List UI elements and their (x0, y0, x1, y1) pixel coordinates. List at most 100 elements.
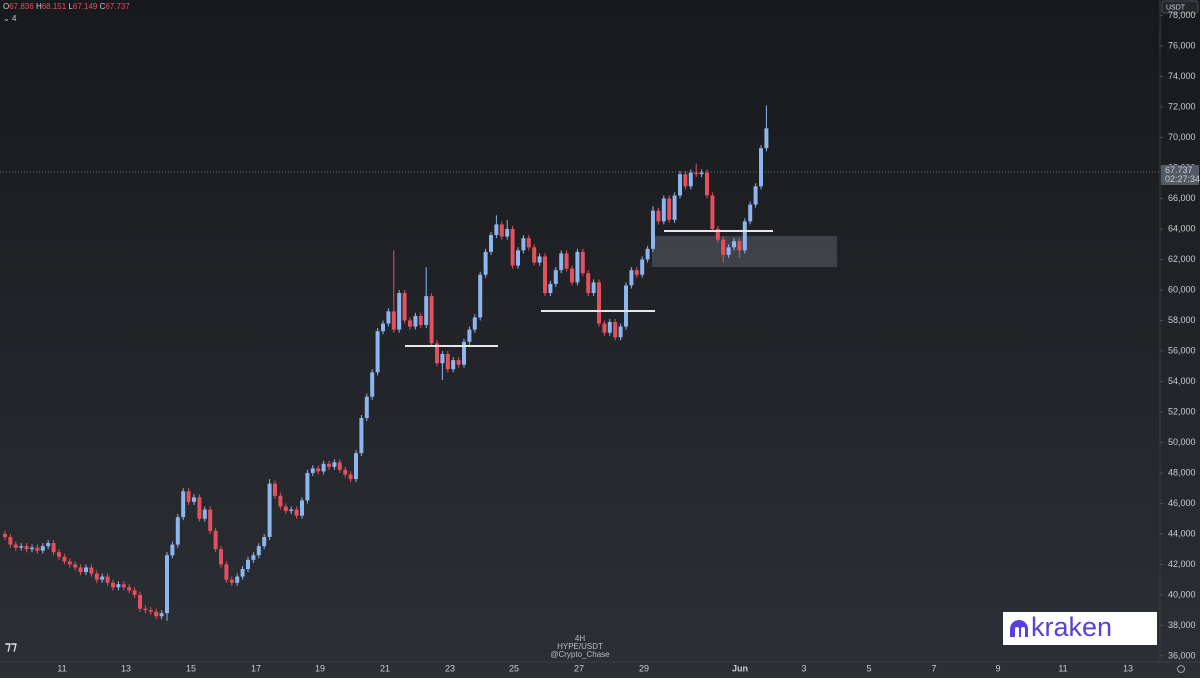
candle-body (3, 533, 7, 537)
candle-body (645, 248, 650, 260)
candle-body (94, 573, 99, 580)
candle-body (499, 224, 504, 237)
candle-body (132, 590, 137, 595)
candle-body (192, 497, 196, 502)
candle-body (408, 320, 412, 327)
platform-logo[interactable]: ⁊⁊ (5, 639, 17, 653)
candle-body (78, 567, 83, 573)
candle-body (694, 172, 699, 175)
y-tick-label: 56,000 (1168, 345, 1196, 355)
ohlc-value: 68.151 (42, 2, 67, 11)
candle-body (494, 224, 499, 236)
candle-body (359, 418, 364, 454)
y-tick-label: 64,000 (1168, 223, 1196, 233)
candle-body (591, 282, 596, 294)
candle-body (159, 613, 164, 617)
ohlc-header: O67.836 H68.151 L67.149 C67.737 (3, 2, 130, 11)
candle-body (440, 354, 445, 364)
candle-body (462, 341, 466, 365)
sponsor-logo-box (1003, 612, 1157, 645)
candle-body (89, 567, 94, 574)
candle-body (240, 568, 245, 577)
candle-body (51, 543, 56, 553)
x-tick-label: 7 (931, 663, 936, 673)
ohlc-label: H (36, 2, 42, 11)
y-tick-label: 52,000 (1168, 406, 1196, 416)
candle-body (661, 198, 666, 222)
author: @Crypto_Chase (550, 650, 610, 659)
candle-body (429, 296, 434, 344)
candle-body (13, 544, 18, 548)
indicator-count: 4 (12, 14, 17, 23)
candle-body (208, 509, 213, 531)
candle-body (67, 561, 72, 565)
candle-body (435, 343, 439, 364)
candle-body (597, 282, 601, 324)
y-tick-label: 42,000 (1168, 559, 1196, 569)
candle-body (35, 547, 40, 551)
settings-button[interactable] (1177, 665, 1185, 673)
y-tick-label: 38,000 (1168, 620, 1196, 630)
y-tick-label: 46,000 (1168, 498, 1196, 508)
candle-body (273, 483, 277, 496)
candle-body (246, 559, 250, 569)
candle-body (105, 576, 110, 583)
candle-body (294, 509, 299, 516)
x-tick-label: 11 (57, 663, 66, 673)
candle-body (634, 270, 639, 275)
candle-body (116, 584, 121, 588)
candle-body (732, 241, 736, 248)
candle-body (543, 256, 547, 294)
x-tick-label: 11 (1058, 663, 1067, 673)
candle-body (764, 128, 769, 149)
candle-body (705, 172, 709, 196)
currency-selector[interactable] (1161, 0, 1199, 14)
candle-body (148, 610, 153, 612)
candle-body (186, 491, 191, 502)
candle-body (327, 463, 331, 467)
candle-body (256, 546, 261, 556)
sponsor-name: kraken (1031, 612, 1112, 642)
candle-body (575, 251, 580, 283)
candle-body (84, 567, 88, 573)
y-tick-label: 76,000 (1168, 40, 1196, 50)
candle-body (138, 594, 142, 609)
last-price-box (1161, 165, 1199, 186)
candle-body (548, 283, 553, 294)
candle-body (656, 210, 661, 222)
y-tick-label: 78,000 (1168, 10, 1196, 20)
candle-body (424, 296, 429, 326)
y-tick-label: 40,000 (1168, 589, 1196, 599)
candle-body (651, 210, 655, 249)
y-tick-label: 54,000 (1168, 376, 1196, 386)
y-tick-label: 66,000 (1168, 193, 1196, 203)
ohlc-label: L (68, 2, 73, 11)
candle-body (165, 555, 169, 614)
candle-body (289, 509, 294, 512)
candle-body (348, 474, 353, 480)
candle-body (516, 250, 520, 266)
currency-label: USDT (1166, 4, 1186, 11)
ohlc-label: C (100, 2, 106, 11)
candle-body (726, 247, 731, 255)
x-tick-label: 21 (380, 663, 390, 673)
candle-body (111, 582, 115, 588)
candle-body (759, 148, 763, 187)
candle-body (219, 549, 223, 565)
candle-body (278, 495, 283, 507)
x-tick-label: 19 (315, 663, 325, 673)
x-tick-label: 23 (445, 663, 455, 673)
x-tick-label: 5 (866, 663, 871, 673)
candle-body (251, 555, 256, 560)
y-tick-label: 58,000 (1168, 315, 1196, 325)
candle-body (375, 331, 380, 373)
timeframe: 4H (575, 634, 585, 643)
candle-body (586, 273, 591, 294)
indicator-toggle[interactable]: ⌄ 4 (3, 14, 17, 23)
candle-body (175, 517, 180, 545)
candle-body (753, 186, 758, 205)
candle-body (202, 509, 207, 519)
candle-body (570, 268, 574, 283)
candle-body (483, 251, 488, 275)
